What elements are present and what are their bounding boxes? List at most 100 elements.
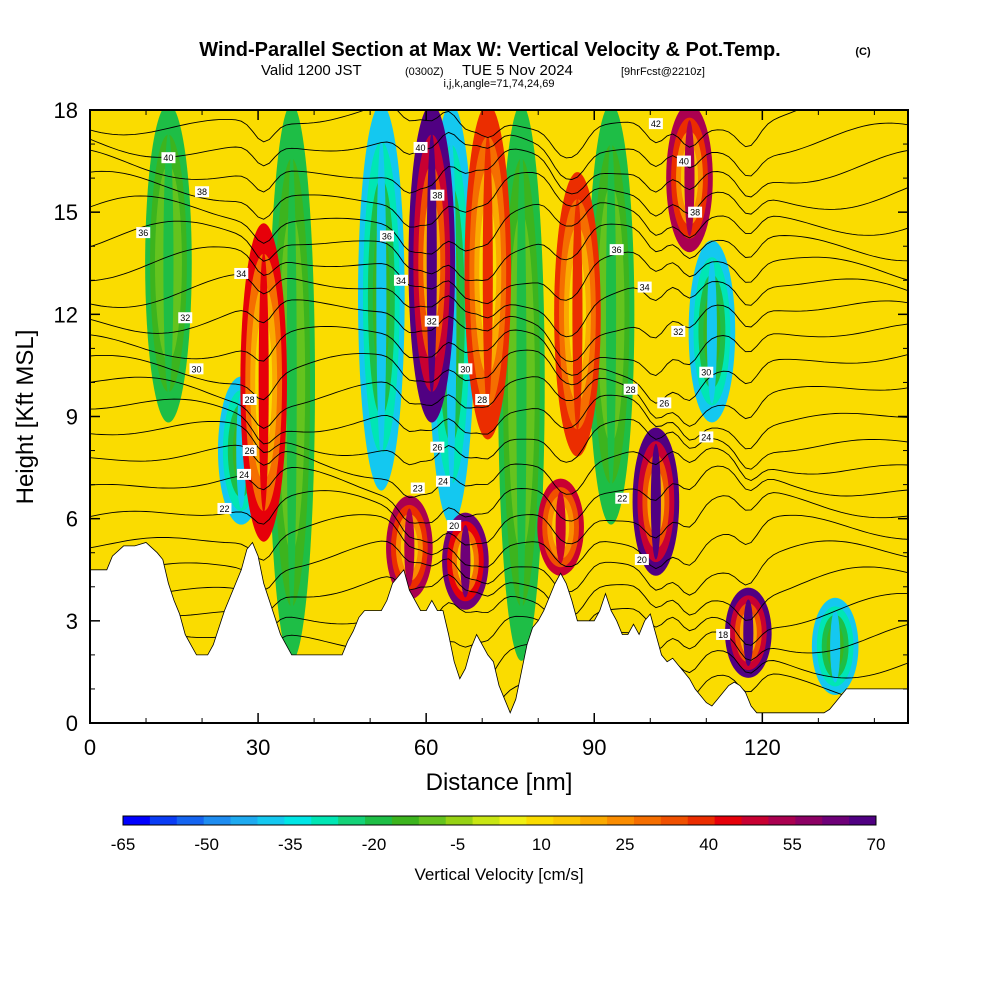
downdraft-core (706, 258, 717, 404)
downdraft-streak (358, 110, 405, 491)
y-tick-label: 6 (66, 507, 78, 532)
contour-label-text: 18 (718, 630, 728, 640)
downdraft-streak (145, 110, 192, 423)
colorbar-tick-label: -35 (278, 835, 303, 854)
contour-label: 24 (435, 475, 450, 487)
contour-label: 28 (475, 393, 490, 405)
colorbar-swatch (660, 816, 689, 825)
contour-label-bg (379, 230, 394, 242)
contour-label-text: 28 (477, 395, 487, 405)
contour-label-text: 24 (239, 470, 249, 480)
contour-label-bg (217, 502, 232, 514)
colorbar-tick-label: -50 (194, 835, 219, 854)
valid-date: TUE 5 Nov 2024 (462, 62, 573, 79)
colorbar-swatch (499, 816, 527, 825)
downdraft-core (286, 150, 297, 615)
colorbar-tick-label: -20 (362, 835, 387, 854)
contour-label: 20 (447, 519, 462, 531)
contour-label-text: 20 (637, 555, 647, 565)
background-band (205, 110, 222, 723)
colorbar-swatch (418, 816, 447, 825)
colorbar-swatch (795, 816, 823, 825)
downdraft-streak (688, 240, 736, 423)
updraft-core (404, 508, 415, 587)
y-axis-label: Height [Kft MSL] (12, 330, 39, 505)
updraft-streak (632, 427, 680, 576)
contour-label-bg (609, 244, 624, 256)
contour-label-bg (242, 445, 257, 457)
colorbar-label: Vertical Velocity [cm/s] (414, 865, 583, 884)
contour-label: 36 (136, 227, 151, 239)
updraft-core (482, 134, 493, 410)
contour-label-text: 40 (163, 153, 173, 163)
theta-contour (90, 148, 908, 198)
downdraft-core (606, 140, 617, 489)
contour-label-text: 34 (396, 276, 406, 286)
contour-label-text: 26 (245, 446, 255, 456)
updraft-streak (666, 110, 713, 253)
contour-label-text: 22 (617, 494, 627, 504)
contour-label-bg (699, 431, 714, 443)
colorbar-swatch (230, 816, 258, 825)
contour-label-bg (637, 281, 652, 293)
background-band (782, 110, 799, 723)
updraft-core (743, 599, 754, 667)
theta-contour (90, 418, 908, 470)
contour-label-text: 36 (138, 228, 148, 238)
contour-label-bg (237, 468, 252, 480)
contour-label-text: 30 (701, 368, 711, 378)
contour-label-bg (623, 383, 638, 395)
colorbar-swatch (257, 816, 285, 825)
colorbar: -65 -50 -35 -20 -5 10 25 40 55 70 (111, 815, 885, 854)
contour-label: 38 (430, 189, 445, 201)
colorbar-swatch (149, 816, 178, 825)
theta-contour (90, 465, 908, 524)
contour-label-bg (648, 118, 663, 130)
y-tick-label: 18 (54, 98, 78, 123)
theta-contour (90, 122, 908, 180)
updraft-streak (442, 512, 489, 610)
contour-label: 34 (393, 274, 408, 286)
contour-label: 40 (676, 155, 691, 167)
theta-contour (90, 540, 908, 596)
updraft-core (572, 198, 583, 431)
contour-label: 22 (615, 492, 630, 504)
colorbar-swatch (687, 816, 716, 825)
contour-label: 20 (634, 554, 649, 566)
contour-label: 34 (637, 281, 652, 293)
contour-label: 36 (609, 244, 624, 256)
contour-label-bg (475, 393, 490, 405)
theta-contour (90, 514, 908, 570)
theta-contour (90, 110, 908, 159)
contour-label: 30 (699, 366, 714, 378)
contour-label-text: 34 (640, 283, 650, 293)
plot-area: 40 38 36 34 32 30 28 26 24 22 40 38 36 34 32 30 28 26 24 23… (90, 110, 908, 723)
downdraft-streak (268, 110, 315, 661)
contour-label: 24 (699, 431, 714, 443)
contour-label: 28 (623, 383, 638, 395)
contour-label: 32 (424, 315, 439, 327)
contour-label-bg (424, 315, 439, 327)
updraft-streak (537, 478, 584, 576)
colorbar-swatch (391, 816, 420, 825)
terrain (90, 541, 908, 723)
contour-label: 26 (657, 397, 672, 409)
contour-label-bg (242, 393, 257, 405)
contour-label-bg (716, 628, 731, 640)
contour-label-text: 24 (438, 477, 448, 487)
vertical-velocity-field (138, 110, 883, 723)
updraft-streak (725, 587, 772, 678)
x-tick-label: 0 (84, 735, 96, 760)
theta-contour-labels: 40 38 36 34 32 30 28 26 24 22 40 38 36 34 32 30 28 26 24 23… (136, 118, 731, 640)
contour-label-text: 32 (673, 327, 683, 337)
contour-label: 23 (410, 482, 425, 494)
theta-contour (90, 299, 908, 363)
contour-label-text: 26 (659, 398, 669, 408)
theta-contour (90, 566, 908, 621)
contour-label-bg (657, 397, 672, 409)
contour-label: 40 (413, 141, 428, 153)
contour-label-text: 40 (416, 143, 426, 153)
downdraft-core (830, 610, 841, 683)
